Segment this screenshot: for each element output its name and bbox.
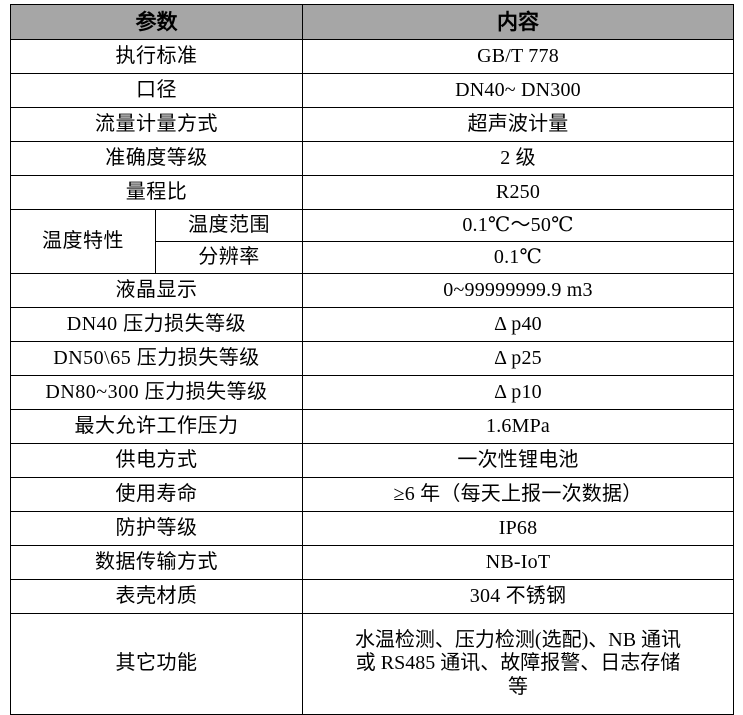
table-row: 数据传输方式 NB-IoT bbox=[10, 545, 734, 580]
row-sublabel: 分辨率 bbox=[155, 241, 303, 274]
row-label: DN40 压力损失等级 bbox=[10, 307, 303, 342]
row-value: Δ p10 bbox=[302, 375, 734, 410]
table-row-other-functions: 其它功能 水温检测、压力检测(选配)、NB 通讯 或 RS485 通讯、故障报警… bbox=[10, 613, 734, 715]
row-label-temperature-characteristics: 温度特性 bbox=[10, 209, 156, 274]
row-label: 液晶显示 bbox=[10, 273, 303, 308]
table-row: 量程比 R250 bbox=[10, 175, 734, 210]
row-value: 1.6MPa bbox=[302, 409, 734, 444]
table-row-temperature-range: 温度特性 温度范围 0.1℃～50℃ bbox=[10, 209, 734, 274]
row-value: NB-IoT bbox=[302, 545, 734, 580]
row-value: 水温检测、压力检测(选配)、NB 通讯 或 RS485 通讯、故障报警、日志存储… bbox=[302, 613, 734, 715]
row-label: 流量计量方式 bbox=[10, 107, 303, 142]
row-value: IP68 bbox=[302, 511, 734, 546]
row-value: ≥6 年（每天上报一次数据） bbox=[302, 477, 734, 512]
row-label: DN50\65 压力损失等级 bbox=[10, 341, 303, 376]
row-sublabel: 温度范围 bbox=[155, 209, 303, 242]
row-value: 0~99999999.9 m3 bbox=[302, 273, 734, 308]
table-row: DN80~300 压力损失等级 Δ p10 bbox=[10, 375, 734, 410]
row-value: GB/T 778 bbox=[302, 39, 734, 74]
row-value: 0.1℃ bbox=[302, 241, 734, 274]
row-label: 量程比 bbox=[10, 175, 303, 210]
row-value: Δ p40 bbox=[302, 307, 734, 342]
row-value: 超声波计量 bbox=[302, 107, 734, 142]
table-row: DN40 压力损失等级 Δ p40 bbox=[10, 307, 734, 342]
row-label: 使用寿命 bbox=[10, 477, 303, 512]
table-row: 流量计量方式 超声波计量 bbox=[10, 107, 734, 142]
table-row-temperature-resolution: 分辨率 0.1℃ bbox=[11, 241, 734, 274]
row-value-line: 或 RS485 通讯、故障报警、日志存储 bbox=[355, 652, 681, 675]
row-value-line: 水温检测、压力检测(选配)、NB 通讯 bbox=[354, 628, 682, 651]
table-row: 最大允许工作压力 1.6MPa bbox=[10, 409, 734, 444]
row-value: DN40~ DN300 bbox=[302, 73, 734, 108]
row-label: 防护等级 bbox=[10, 511, 303, 546]
table-row: 表壳材质 304 不锈钢 bbox=[10, 579, 734, 614]
row-value: 304 不锈钢 bbox=[302, 579, 734, 614]
row-label: 数据传输方式 bbox=[10, 545, 303, 580]
table-row: 防护等级 IP68 bbox=[10, 511, 734, 546]
row-value: 2 级 bbox=[302, 141, 734, 176]
row-value: 0.1℃～50℃ bbox=[302, 209, 734, 242]
column-header-content: 内容 bbox=[302, 4, 734, 40]
table-row: 使用寿命 ≥6 年（每天上报一次数据） bbox=[10, 477, 734, 512]
table-row: 执行标准 GB/T 778 bbox=[10, 39, 734, 74]
row-value: Δ p25 bbox=[302, 341, 734, 376]
row-label: 口径 bbox=[10, 73, 303, 108]
table-header-row: 参数 内容 bbox=[10, 4, 734, 40]
table-row: 口径 DN40~ DN300 bbox=[10, 73, 734, 108]
table-row: 供电方式 一次性锂电池 bbox=[10, 443, 734, 478]
row-label: DN80~300 压力损失等级 bbox=[10, 375, 303, 410]
row-label: 执行标准 bbox=[10, 39, 303, 74]
row-value: 一次性锂电池 bbox=[302, 443, 734, 478]
row-label: 其它功能 bbox=[10, 613, 303, 715]
table-row: 液晶显示 0~99999999.9 m3 bbox=[10, 273, 734, 308]
specification-table: 参数 内容 执行标准 GB/T 778 口径 DN40~ DN300 流量计量方… bbox=[10, 4, 734, 715]
row-label: 准确度等级 bbox=[10, 141, 303, 176]
table-row: DN50\65 压力损失等级 Δ p25 bbox=[10, 341, 734, 376]
table-row: 准确度等级 2 级 bbox=[10, 141, 734, 176]
row-value-line: 等 bbox=[508, 675, 528, 698]
row-label: 供电方式 bbox=[10, 443, 303, 478]
row-value: R250 bbox=[302, 175, 734, 210]
row-label: 表壳材质 bbox=[10, 579, 303, 614]
column-header-parameter: 参数 bbox=[10, 4, 303, 40]
row-label: 最大允许工作压力 bbox=[10, 409, 303, 444]
